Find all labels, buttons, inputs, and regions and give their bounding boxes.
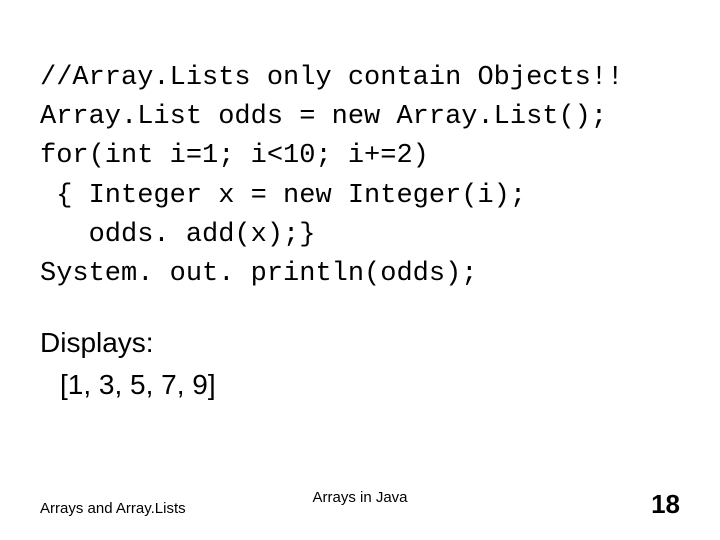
code-line-3: for(int i=1; i<10; i+=2) [40, 141, 429, 171]
code-line-4: { Integer x = new Integer(i); [40, 181, 526, 211]
output-label: Displays: [40, 322, 690, 364]
code-line-2: Array.List odds = new Array.List(); [40, 102, 607, 132]
output-value: [1, 3, 5, 7, 9] [40, 364, 690, 406]
code-line-5: odds. add(x);} [40, 220, 315, 250]
output-block: Displays: [1, 3, 5, 7, 9] [40, 322, 690, 406]
footer: Arrays and Array.Lists Arrays in Java 18 [40, 489, 680, 520]
footer-left: Arrays and Array.Lists [40, 500, 186, 517]
slide: //Array.Lists only contain Objects!! Arr… [0, 0, 720, 540]
footer-center: Arrays in Java [312, 489, 407, 506]
code-block: //Array.Lists only contain Objects!! Arr… [40, 20, 690, 294]
page-number: 18 [651, 489, 680, 520]
code-line-1: //Array.Lists only contain Objects!! [40, 63, 623, 93]
code-line-6: System. out. println(odds); [40, 259, 477, 289]
